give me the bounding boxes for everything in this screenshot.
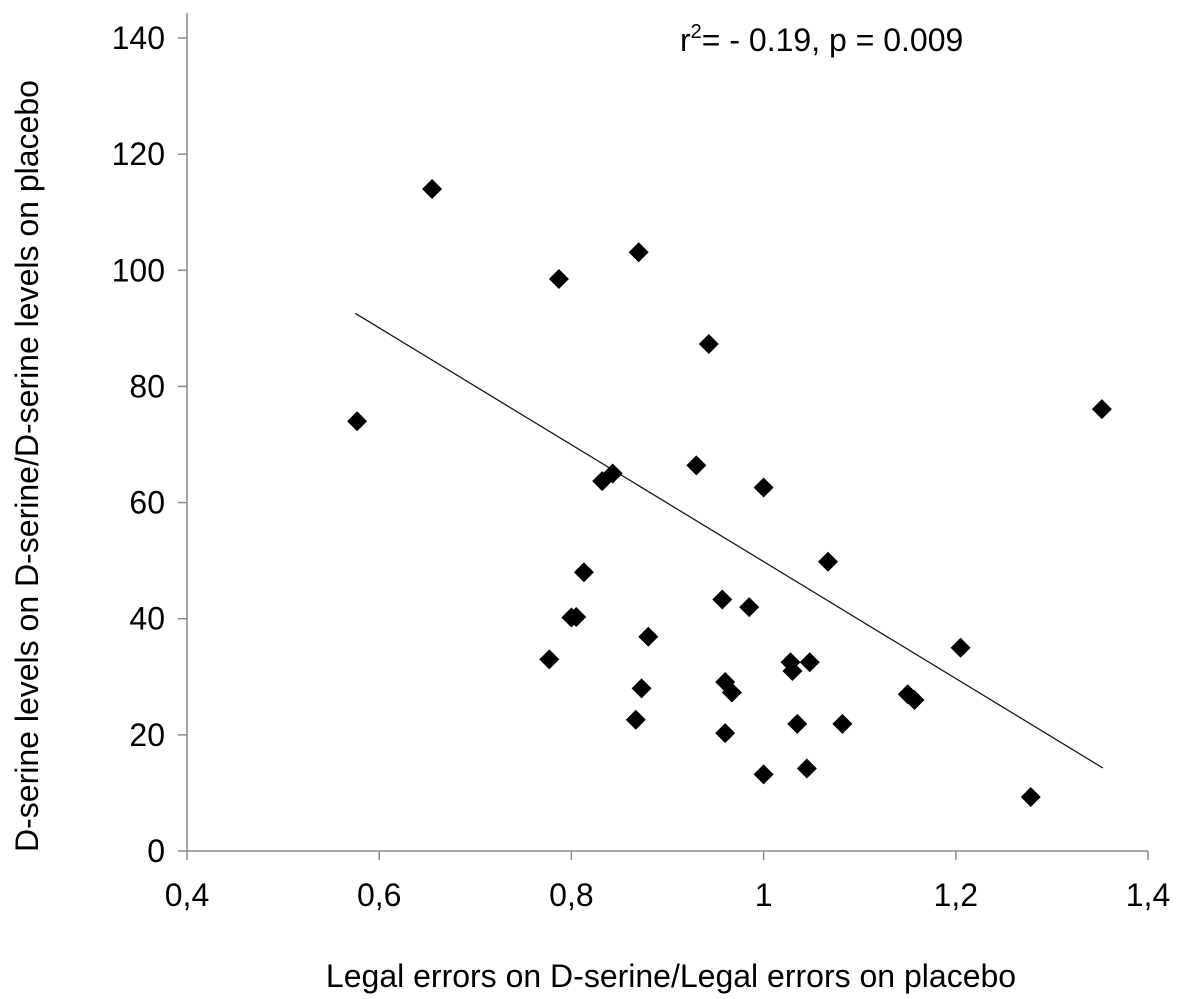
data-point (1091, 399, 1112, 420)
data-point (753, 764, 774, 785)
data-point (638, 626, 659, 647)
y-tick-label: 100 (112, 252, 165, 288)
x-tick-label: 1,2 (934, 877, 978, 913)
data-point (950, 637, 971, 658)
data-point (782, 660, 803, 681)
data-point (628, 242, 649, 263)
data-point (817, 551, 838, 572)
y-tick-label: 20 (129, 717, 165, 753)
data-point (1020, 786, 1041, 807)
data-point (787, 713, 808, 734)
x-tick-label: 1 (755, 877, 773, 913)
correlation-annotation: r2= - 0.19, p = 0.009 (680, 21, 963, 58)
data-points (347, 178, 1112, 807)
y-tick-label: 140 (112, 20, 165, 56)
x-tick-label: 1,4 (1126, 877, 1170, 913)
data-point (832, 713, 853, 734)
data-point (904, 690, 925, 711)
data-point (631, 678, 652, 699)
axis-ticks: 0 20 40 60 80 100 120 140 0,4 0,6 0,8 1 1,2 1,4 (112, 20, 1171, 913)
data-point (422, 178, 443, 199)
annotation-suffix: = - 0.19, p = 0.009 (702, 22, 964, 58)
data-point (796, 758, 817, 779)
trendline-layer (354, 312, 1104, 769)
data-point (566, 606, 587, 627)
annotation-prefix: r (680, 22, 691, 58)
data-point (721, 682, 742, 703)
axes (186, 13, 1148, 852)
data-point (548, 268, 569, 289)
x-axis-title: Legal errors on D-serine/Legal errors on… (326, 958, 1016, 994)
data-point (715, 723, 736, 744)
data-point (753, 477, 774, 498)
y-tick-label: 80 (129, 368, 165, 404)
trendline (354, 312, 1104, 769)
data-point (592, 471, 613, 492)
data-point (712, 589, 733, 610)
y-tick-label: 120 (112, 136, 165, 172)
annotation-superscript: 2 (691, 21, 702, 43)
x-tick-label: 0,4 (165, 877, 209, 913)
data-point (539, 649, 560, 670)
y-tick-label: 60 (129, 485, 165, 521)
y-axis-title: D-serine levels on D-serine/D-serine lev… (9, 80, 45, 852)
data-point (799, 652, 820, 673)
y-tick-label: 40 (129, 601, 165, 637)
y-tick-label: 0 (147, 833, 165, 869)
x-tick-label: 0,8 (549, 877, 593, 913)
data-point (347, 411, 368, 432)
data-point (698, 334, 719, 355)
data-point (573, 562, 594, 583)
data-point (625, 709, 646, 730)
data-point (686, 455, 707, 476)
data-point (739, 597, 760, 618)
x-tick-label: 0,6 (357, 877, 401, 913)
